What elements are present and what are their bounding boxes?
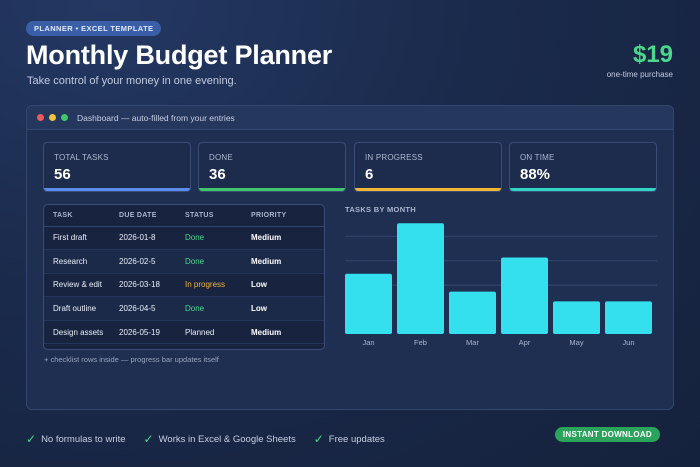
price-label: $19	[632, 41, 673, 68]
chart-tick-label: Apr	[519, 338, 531, 347]
close-window-dot[interactable]	[37, 114, 44, 121]
tasks-by-month-chart: Jan Feb Mar Apr May Jun	[345, 223, 657, 347]
chart-bar-feb	[397, 223, 444, 334]
priority-cell: Medium	[242, 249, 324, 274]
due-date-cell: 2026-04-5	[110, 296, 176, 321]
maximize-window-dot[interactable]	[61, 114, 68, 121]
chart-tick-label: May	[569, 338, 583, 347]
feature-label: Works in Excel & Google Sheets	[158, 433, 296, 445]
priority-cell: Medium	[242, 226, 324, 251]
task-cell: Design assets	[44, 320, 110, 345]
feature-item: ✓ Free updates	[314, 432, 385, 446]
page-subtitle: Take control of your money in one evenin…	[27, 75, 237, 87]
feature-list: ✓ No formulas to write ✓ Works in Excel …	[26, 432, 403, 446]
chart-bar-mar	[449, 291, 496, 334]
table-header-row: TASK DUE DATE STATUS PRIORITY	[44, 205, 324, 227]
chart-tick-label: Jun	[622, 338, 634, 347]
stat-accent-bar	[355, 188, 501, 191]
table-row[interactable]: Review & edit 2026-03-18 In progress Low	[44, 273, 324, 298]
product-tag: PLANNER • EXCEL TEMPLATE	[26, 21, 162, 36]
column-header-priority[interactable]: PRIORITY	[242, 205, 324, 227]
table-row[interactable]: Design assets 2026-05-19 Planned Medium	[44, 320, 324, 345]
due-date-cell: 2026-02-5	[110, 249, 176, 274]
table-footnote: + checklist rows inside — progress bar u…	[44, 355, 219, 364]
task-cell: First draft	[44, 226, 110, 251]
stat-card-total-tasks: TOTAL TASKS 56	[43, 142, 191, 192]
check-icon: ✓	[143, 432, 154, 446]
stat-card-on-time: ON TIME 88%	[509, 142, 657, 192]
feature-item: ✓ Works in Excel & Google Sheets	[144, 432, 296, 446]
price-note: one-time purchase	[606, 70, 673, 79]
priority-cell: Low	[242, 296, 324, 321]
stat-value: 36	[209, 166, 226, 183]
status-cell: Done	[176, 249, 242, 274]
stat-value: 88%	[520, 166, 551, 183]
stat-card-done: DONE 36	[198, 142, 346, 192]
priority-cell: Medium	[242, 320, 324, 345]
minimize-window-dot[interactable]	[49, 114, 56, 121]
stat-card-in-progress: IN PROGRESS 6	[354, 142, 502, 192]
feature-item: ✓ No formulas to write	[26, 432, 126, 446]
column-header-status[interactable]: STATUS	[176, 205, 242, 227]
priority-cell: Low	[242, 273, 324, 298]
stat-label: IN PROGRESS	[365, 153, 423, 162]
stats-row: TOTAL TASKS 56 DONE 36 IN PROGRESS 6 ON …	[43, 142, 658, 192]
table-row[interactable]: Draft outline 2026-04-5 Done Low	[44, 296, 324, 321]
chart-title: TASKS BY MONTH	[345, 205, 417, 214]
window-titlebar: Dashboard — auto-filled from your entrie…	[27, 106, 673, 130]
stat-accent-bar	[510, 188, 656, 191]
instant-download-button[interactable]: INSTANT DOWNLOAD	[554, 427, 660, 442]
stat-value: 56	[54, 166, 71, 183]
chart-bar-may	[553, 301, 600, 334]
tasks-table: TASK DUE DATE STATUS PRIORITY First draf…	[43, 204, 325, 350]
task-cell: Research	[44, 249, 110, 274]
column-header-task[interactable]: TASK	[44, 205, 110, 227]
stat-value: 6	[365, 166, 374, 183]
window-title: Dashboard — auto-filled from your entrie…	[77, 112, 235, 123]
due-date-cell: 2026-05-19	[110, 320, 176, 345]
chart-tick-label: Mar	[466, 338, 479, 347]
stat-label: ON TIME	[520, 153, 555, 162]
table-row[interactable]: Research 2026-02-5 Done Medium	[44, 249, 324, 274]
due-date-cell: 2026-03-18	[110, 273, 176, 298]
stat-label: TOTAL TASKS	[54, 153, 109, 162]
task-cell: Draft outline	[44, 296, 110, 321]
task-cell: Review & edit	[44, 273, 110, 298]
status-cell: Done	[176, 226, 242, 251]
check-icon: ✓	[313, 432, 324, 446]
chart-bar-jan	[345, 273, 392, 334]
status-cell: In progress	[176, 273, 242, 298]
chart-bar-jun	[605, 301, 652, 334]
dashboard-window: Dashboard — auto-filled from your entrie…	[26, 105, 674, 410]
stat-label: DONE	[209, 153, 233, 162]
column-header-due-date[interactable]: DUE DATE	[110, 205, 176, 227]
due-date-cell: 2026-01-8	[110, 226, 176, 251]
feature-label: No formulas to write	[41, 433, 126, 445]
page-title: Monthly Budget Planner	[26, 40, 333, 70]
check-icon: ✓	[26, 432, 37, 446]
stat-accent-bar	[199, 188, 345, 191]
stat-accent-bar	[44, 188, 190, 191]
chart-bar-apr	[501, 257, 548, 334]
feature-label: Free updates	[328, 433, 385, 445]
table-row[interactable]: First draft 2026-01-8 Done Medium	[44, 226, 324, 251]
chart-tick-label: Jan	[362, 338, 374, 347]
status-cell: Planned	[176, 320, 242, 345]
status-cell: Done	[176, 296, 242, 321]
chart-tick-label: Feb	[414, 338, 427, 347]
